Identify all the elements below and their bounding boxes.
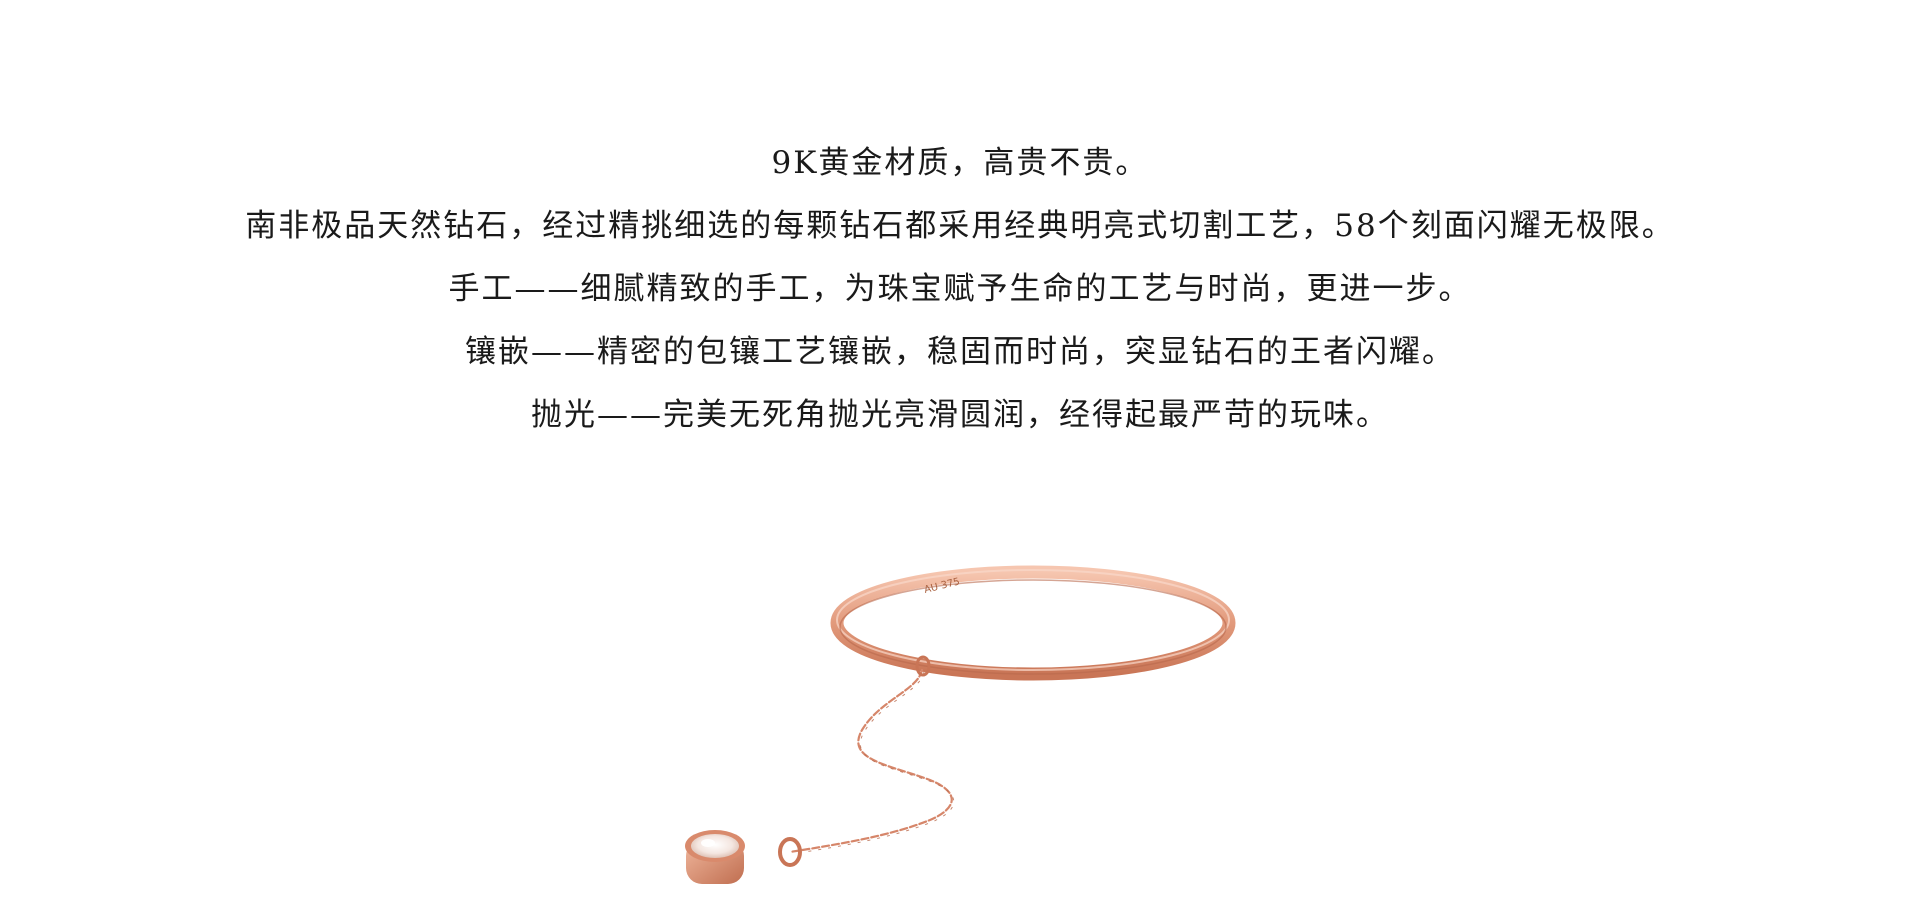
description-line-handcraft: 手工——细腻精致的手工，为珠宝赋予生命的工艺与时尚，更进一步。	[448, 271, 1472, 307]
diamond-pendant	[685, 830, 802, 884]
description-line-material: 9K黄金材质，高贵不贵。	[771, 145, 1149, 181]
description-line-setting: 镶嵌——精密的包镶工艺镶嵌，稳固而时尚，突显钻石的王者闪耀。	[465, 334, 1455, 370]
ring-band	[830, 565, 1236, 681]
description-line-diamond: 南非极品天然钻石，经过精挑细选的每颗钻石都采用经典明亮式切割工艺，58个刻面闪耀…	[245, 208, 1675, 244]
description-line-polish: 抛光——完美无死角抛光亮滑圆润，经得起最严苛的玩味。	[531, 397, 1389, 433]
product-description: 9K黄金材质，高贵不贵。 南非极品天然钻石，经过精挑细选的每颗钻石都采用经典明亮…	[0, 132, 1920, 447]
ring-illustration: AU 375	[685, 565, 1236, 884]
product-image-ring-chain: AU 375	[640, 540, 1280, 900]
ring-chain	[788, 655, 955, 855]
